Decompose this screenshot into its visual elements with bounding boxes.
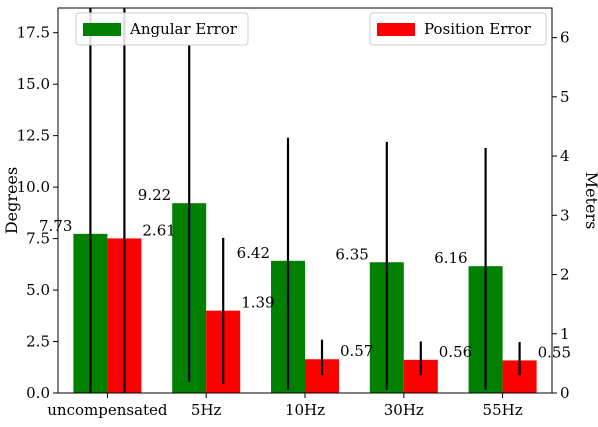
angular-value-label-2: 9.22 — [138, 186, 171, 204]
left-axis-label: Degrees — [2, 167, 21, 234]
x-tick-label-2: 10Hz — [285, 401, 325, 419]
angular-value-label-4: 6.35 — [335, 245, 368, 263]
x-axis: uncompensated 5Hz 10Hz 30Hz 55Hz — [47, 393, 523, 419]
left-tick-label-6: 15.0 — [17, 75, 50, 93]
left-tick-label-0: 0.0 — [26, 384, 50, 402]
x-tick-label-1: 5Hz — [191, 401, 222, 419]
position-legend-box — [369, 12, 547, 46]
position-value-label-2: 1.39 — [241, 294, 274, 312]
left-tick-label-1: 2.5 — [26, 333, 50, 351]
position-legend-label: Position Error — [424, 20, 532, 38]
right-tick-label-2: 2 — [560, 266, 570, 284]
x-tick-label-0: uncompensated — [47, 401, 168, 419]
angular-value-label-3: 6.42 — [237, 244, 270, 262]
angular-legend-swatch — [83, 23, 121, 36]
right-axis-label: Meters — [582, 172, 598, 230]
left-tick-label-4: 10.0 — [17, 178, 50, 196]
left-tick-label-2: 5.0 — [26, 281, 50, 299]
right-tick-label-1: 1 — [560, 325, 570, 343]
angular-value-label-1: 7.73 — [39, 217, 72, 235]
right-tick-label-3: 3 — [560, 206, 570, 224]
right-tick-label-4: 4 — [560, 147, 570, 165]
error-bars-layer — [89, 8, 521, 393]
legend-position: Position Error — [369, 12, 547, 46]
angular-legend-box — [75, 12, 249, 46]
left-tick-label-3: 7.5 — [26, 230, 50, 248]
angular-legend-label: Angular Error — [129, 20, 238, 38]
left-axis: 0.0 2.5 5.0 7.5 10.0 12.5 15.0 17.5 — [17, 24, 58, 402]
x-tick-label-4: 55Hz — [483, 401, 523, 419]
right-tick-label-6: 6 — [560, 29, 570, 47]
legend-angular: Angular Error — [75, 12, 249, 46]
left-tick-label-7: 17.5 — [17, 24, 50, 42]
position-legend-swatch — [377, 23, 415, 36]
position-value-label-1: 2.61 — [142, 221, 175, 239]
x-tick-label-3: 30Hz — [384, 401, 424, 419]
position-value-label-3: 0.57 — [340, 342, 373, 360]
right-tick-label-0: 0 — [560, 384, 570, 402]
position-value-label-4: 0.56 — [439, 343, 472, 361]
right-axis: 0 1 2 3 4 5 6 — [552, 29, 570, 402]
data-labels-layer: 7.73 2.61 9.22 1.39 6.42 0.57 6.35 0.56 6.16 0.55 — [39, 186, 571, 361]
left-tick-label-5: 12.5 — [17, 127, 50, 145]
angular-value-label-5: 6.16 — [434, 249, 467, 267]
position-value-label-5: 0.55 — [538, 343, 571, 361]
right-tick-label-5: 5 — [560, 88, 570, 106]
